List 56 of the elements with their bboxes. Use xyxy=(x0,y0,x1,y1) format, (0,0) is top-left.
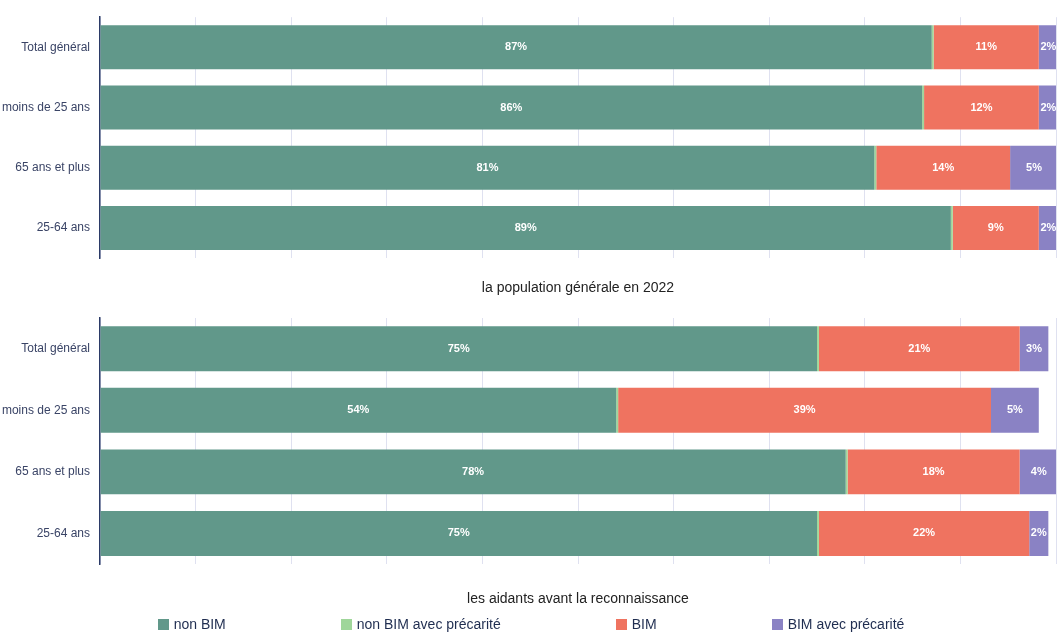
data-label: 75% xyxy=(447,526,470,539)
data-label: 18% xyxy=(922,464,945,477)
data-label: 4% xyxy=(1030,464,1047,477)
data-label: 81% xyxy=(476,160,499,173)
bar xyxy=(100,85,923,130)
data-label: 54% xyxy=(347,403,370,416)
y-tick-label: moins de 25 ans xyxy=(1,99,90,114)
bar xyxy=(818,510,1030,556)
data-label: 2% xyxy=(1040,40,1057,53)
data-label: 2% xyxy=(1040,221,1057,234)
data-label: 87% xyxy=(505,40,528,53)
data-label: 21% xyxy=(908,341,931,354)
legend-label: non BIM xyxy=(173,616,226,632)
data-label: 3% xyxy=(1026,341,1043,354)
bar xyxy=(1019,326,1049,372)
bar xyxy=(100,145,875,190)
bar xyxy=(100,326,817,372)
data-label: 14% xyxy=(932,160,955,173)
bar xyxy=(100,387,617,433)
bar xyxy=(100,206,951,251)
bar xyxy=(618,387,991,433)
data-label: 78% xyxy=(462,464,485,477)
data-label: 11% xyxy=(975,40,998,53)
legend-label: non BIM avec précarité xyxy=(356,616,501,632)
y-tick-label: 25-64 ans xyxy=(36,220,90,235)
y-tick-label: Total général xyxy=(21,39,90,54)
x-axis-title: les aidants avant la reconnaissance xyxy=(467,590,690,607)
bar xyxy=(952,206,1039,251)
y-tick-label: 25-64 ans xyxy=(36,525,90,540)
data-label: 86% xyxy=(500,100,523,113)
bar xyxy=(818,326,1020,372)
bar xyxy=(100,449,846,495)
bar xyxy=(100,25,932,70)
data-label: 9% xyxy=(987,221,1004,234)
bar xyxy=(847,449,1020,495)
y-tick-label: 65 ans et plus xyxy=(15,464,90,479)
data-label: 39% xyxy=(793,403,816,416)
data-label: 75% xyxy=(447,341,470,354)
bar xyxy=(100,510,817,556)
x-axis-title: la population générale en 2022 xyxy=(481,279,675,296)
data-label: 5% xyxy=(1006,403,1024,416)
legend-label: BIM xyxy=(631,616,657,632)
bar xyxy=(876,145,1011,190)
legend-label: BIM avec précarité xyxy=(787,616,905,632)
data-label: 12% xyxy=(970,100,993,113)
y-tick-label: Total général xyxy=(21,341,90,356)
bar xyxy=(924,85,1039,130)
bar xyxy=(933,25,1039,70)
data-label: 2% xyxy=(1030,526,1047,539)
bar xyxy=(990,387,1039,433)
y-tick-label: 65 ans et plus xyxy=(15,160,90,175)
data-label: 89% xyxy=(514,221,537,234)
data-label: 22% xyxy=(913,526,936,539)
data-label: 2% xyxy=(1040,100,1057,113)
y-tick-label: moins de 25 ans xyxy=(1,402,90,417)
data-label: 5% xyxy=(1026,160,1043,173)
